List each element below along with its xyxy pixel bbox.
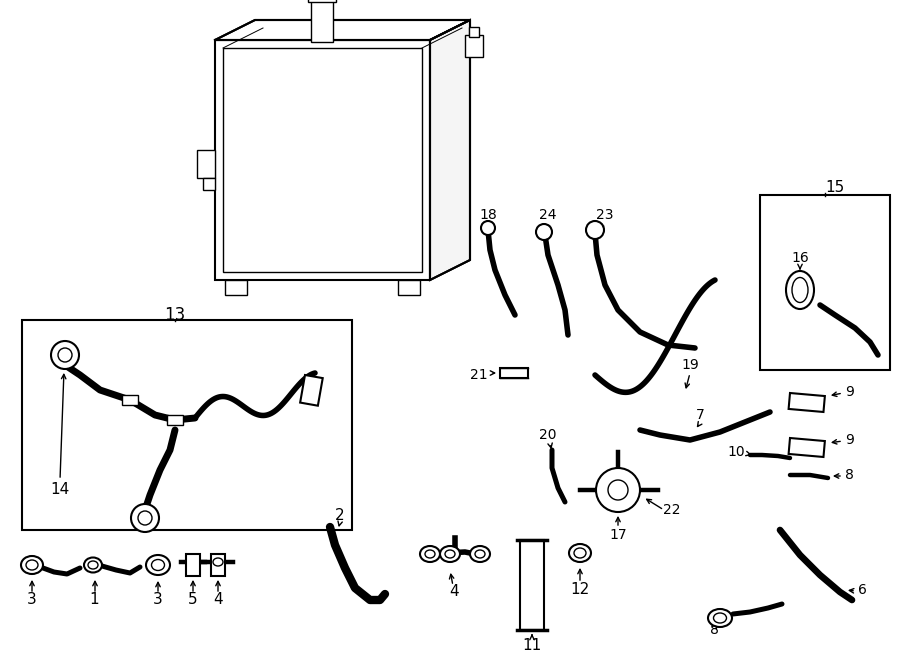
Ellipse shape — [470, 546, 490, 562]
Text: 2: 2 — [335, 508, 345, 522]
Text: 19: 19 — [681, 358, 699, 372]
Bar — [197, 150, 215, 178]
Ellipse shape — [213, 558, 223, 566]
Text: 8: 8 — [845, 468, 854, 482]
Text: 18: 18 — [479, 208, 497, 222]
Circle shape — [58, 348, 72, 362]
Bar — [22, 320, 352, 530]
Text: 23: 23 — [596, 208, 614, 222]
Text: 14: 14 — [50, 483, 69, 498]
Bar — [186, 554, 200, 576]
Ellipse shape — [425, 550, 435, 558]
Ellipse shape — [440, 546, 460, 562]
Text: 11: 11 — [522, 637, 542, 652]
Text: 8: 8 — [709, 623, 718, 637]
Text: 13: 13 — [165, 306, 185, 324]
Ellipse shape — [708, 609, 732, 627]
Ellipse shape — [445, 550, 455, 558]
Ellipse shape — [574, 548, 586, 558]
Text: 3: 3 — [27, 592, 37, 607]
Bar — [788, 393, 825, 412]
Bar — [225, 280, 247, 295]
Bar — [760, 195, 890, 370]
Text: 21: 21 — [471, 368, 488, 382]
Ellipse shape — [714, 613, 726, 623]
Ellipse shape — [26, 560, 38, 570]
Ellipse shape — [84, 557, 102, 572]
Circle shape — [608, 480, 628, 500]
Bar — [398, 280, 420, 295]
Bar — [211, 554, 225, 576]
Bar — [788, 438, 825, 457]
Text: 7: 7 — [696, 408, 705, 422]
Bar — [308, 0, 336, 2]
Polygon shape — [430, 20, 470, 280]
Bar — [520, 540, 544, 630]
Text: 4: 4 — [213, 592, 223, 607]
Circle shape — [481, 221, 495, 235]
Polygon shape — [215, 20, 470, 40]
Text: 10: 10 — [727, 445, 745, 459]
Text: 9: 9 — [845, 385, 854, 399]
Circle shape — [138, 511, 152, 525]
Circle shape — [131, 504, 159, 532]
Ellipse shape — [21, 556, 43, 574]
Bar — [215, 40, 430, 280]
Circle shape — [51, 341, 79, 369]
Ellipse shape — [792, 278, 808, 303]
Bar — [300, 375, 323, 406]
Bar — [469, 27, 479, 37]
Text: 5: 5 — [188, 592, 198, 607]
Text: 22: 22 — [663, 503, 680, 517]
Circle shape — [596, 468, 640, 512]
Ellipse shape — [146, 555, 170, 575]
Text: 3: 3 — [153, 592, 163, 607]
Text: 1: 1 — [89, 592, 99, 607]
Text: 17: 17 — [609, 528, 626, 542]
Circle shape — [536, 224, 552, 240]
Text: 24: 24 — [539, 208, 557, 222]
Ellipse shape — [151, 559, 165, 570]
Ellipse shape — [88, 561, 98, 569]
Bar — [311, 0, 333, 42]
Circle shape — [586, 221, 604, 239]
Text: 9: 9 — [845, 433, 854, 447]
Ellipse shape — [420, 546, 440, 562]
Text: 16: 16 — [791, 251, 809, 265]
Ellipse shape — [475, 550, 485, 558]
Bar — [500, 368, 528, 378]
Bar — [122, 395, 138, 405]
Bar — [203, 178, 215, 190]
Text: 12: 12 — [571, 582, 590, 598]
Bar — [465, 35, 483, 57]
Text: 6: 6 — [858, 583, 867, 597]
Text: 15: 15 — [825, 180, 844, 196]
Ellipse shape — [569, 544, 591, 562]
Bar — [223, 48, 422, 272]
Bar — [167, 415, 183, 425]
Text: 4: 4 — [449, 584, 459, 600]
Text: 20: 20 — [539, 428, 557, 442]
Ellipse shape — [786, 271, 814, 309]
